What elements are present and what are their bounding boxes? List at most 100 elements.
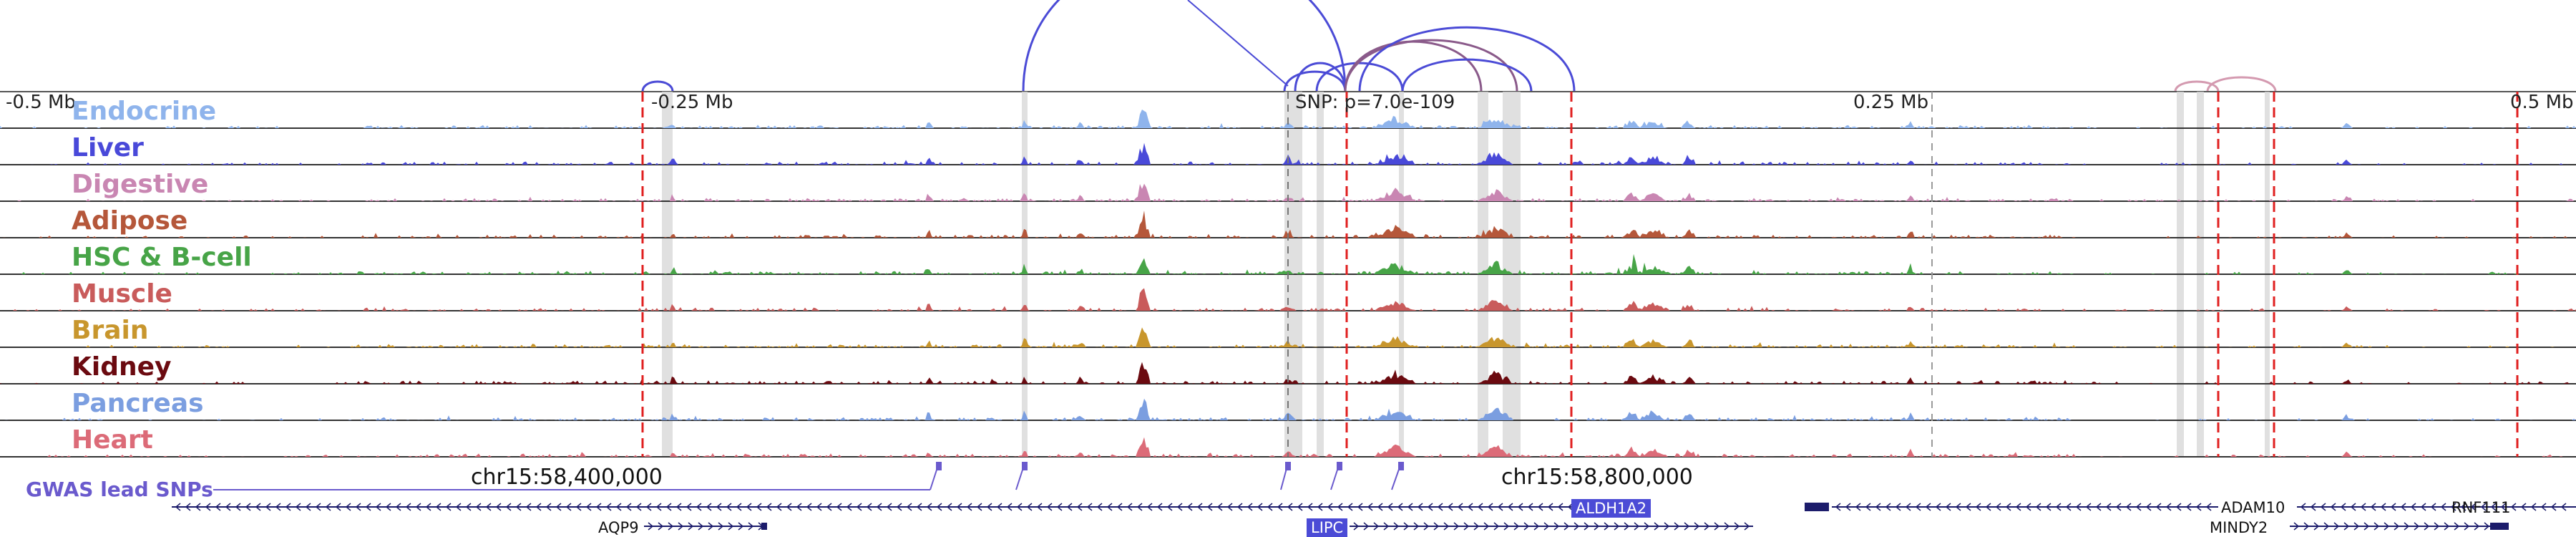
strand-arrow (726, 503, 732, 511)
strand-arrow (738, 522, 744, 531)
strand-arrow (1166, 503, 1173, 511)
strand-arrow (1006, 503, 1013, 511)
strand-arrow (756, 503, 762, 511)
strand-arrow (2135, 503, 2142, 511)
strand-arrow (2353, 522, 2360, 531)
strand-arrow (678, 522, 684, 531)
strand-arrow (1327, 503, 1333, 511)
strand-arrow (465, 503, 472, 511)
strand-arrow (1487, 503, 1493, 511)
strand-arrow (1604, 522, 1610, 531)
strand-arrow (1407, 503, 1413, 511)
strand-arrow (1694, 522, 1700, 531)
strand-arrow (2430, 503, 2436, 511)
strand-arrow (1403, 522, 1410, 531)
loop-arc (2174, 80, 2220, 92)
gene-label-aqp9[interactable]: AQP9 (598, 519, 639, 536)
strand-arrow (906, 503, 912, 511)
strand-arrow (1437, 503, 1443, 511)
strand-arrow (1377, 503, 1383, 511)
strand-arrow (1574, 522, 1580, 531)
strand-arrow (1046, 503, 1053, 511)
strand-arrow (635, 503, 642, 511)
strand-arrow (355, 503, 361, 511)
strand-arrow (2025, 503, 2031, 511)
loop-arc (641, 80, 674, 92)
strand-arrow (2165, 503, 2172, 511)
strand-arrow (1196, 503, 1203, 511)
strand-arrow (535, 503, 542, 511)
strand-arrow (575, 503, 582, 511)
strand-arrow (1473, 522, 1480, 531)
strand-arrow (786, 503, 792, 511)
strand-arrow (688, 522, 694, 531)
axis-tick-label: -0.25 Mb (651, 92, 733, 113)
strand-arrow (1995, 503, 2001, 511)
strand-arrow (2470, 503, 2477, 511)
strand-arrow (1457, 503, 1463, 511)
strand-arrow (525, 503, 532, 511)
strand-arrow (826, 503, 832, 511)
strand-arrow (896, 503, 902, 511)
strand-arrow (2530, 503, 2537, 511)
strand-arrow (2454, 522, 2460, 531)
strand-arrow (335, 503, 341, 511)
strand-arrow (345, 503, 351, 511)
strand-arrow (1076, 503, 1083, 511)
strand-arrow (1337, 503, 1343, 511)
strand-arrow (175, 503, 181, 511)
loop-arc (1315, 62, 1404, 92)
strand-arrow (648, 522, 654, 531)
strand-arrow (698, 522, 704, 531)
strand-arrow (1497, 503, 1503, 511)
strand-arrow (2095, 503, 2102, 511)
strand-arrow (1654, 522, 1660, 531)
strand-arrow (1096, 503, 1103, 511)
strand-arrow (255, 503, 261, 511)
gwas-snp-lines (213, 462, 1404, 490)
strand-arrow (1507, 503, 1513, 511)
strand-arrow (2510, 503, 2517, 511)
strand-arrow (2125, 503, 2132, 511)
strand-arrow (2390, 503, 2396, 511)
strand-arrow (2550, 503, 2557, 511)
strand-arrow (385, 503, 391, 511)
strand-arrow (2410, 503, 2416, 511)
gene-label-adam10[interactable]: ADAM10 (2221, 499, 2285, 516)
strand-arrow (1383, 522, 1390, 531)
strand-arrow (425, 503, 431, 511)
gene-label-mindy2[interactable]: MINDY2 (2210, 519, 2268, 536)
strand-arrow (966, 503, 972, 511)
strand-arrow (675, 503, 682, 511)
gene-label-rnf111[interactable]: RNF111 (2451, 499, 2511, 516)
strand-arrow (1236, 503, 1243, 511)
strand-arrow (325, 503, 331, 511)
strand-arrow (1975, 503, 1981, 511)
strand-arrow (1875, 503, 1881, 511)
gene-label-aldh1a2[interactable]: ALDH1A2 (1571, 499, 1652, 518)
strand-arrow (2300, 503, 2306, 511)
strand-arrow (2460, 503, 2467, 511)
strand-arrow (1226, 503, 1233, 511)
strand-arrow (2085, 503, 2092, 511)
strand-arrow (2363, 522, 2370, 531)
strand-arrow (1447, 503, 1453, 511)
strand-arrow (2343, 522, 2350, 531)
strand-arrow (1427, 503, 1433, 511)
strand-arrow (2424, 522, 2430, 531)
strand-arrow (1016, 503, 1023, 511)
axis-tick-label: -0.5 Mb (6, 92, 76, 113)
gene-label-lipc[interactable]: LIPC (1307, 518, 1348, 537)
strand-arrow (1734, 522, 1740, 531)
strand-arrow (1684, 522, 1690, 531)
strand-arrow (595, 503, 602, 511)
strand-arrow (2370, 503, 2376, 511)
strand-arrow (1206, 503, 1213, 511)
gwas-snp-mark (1285, 462, 1291, 470)
strand-arrow (936, 503, 942, 511)
strand-arrow (1287, 503, 1293, 511)
track-label: Kidney (72, 352, 172, 382)
strand-arrow (1387, 503, 1393, 511)
strand-arrow (1397, 503, 1403, 511)
strand-arrow (1086, 503, 1093, 511)
